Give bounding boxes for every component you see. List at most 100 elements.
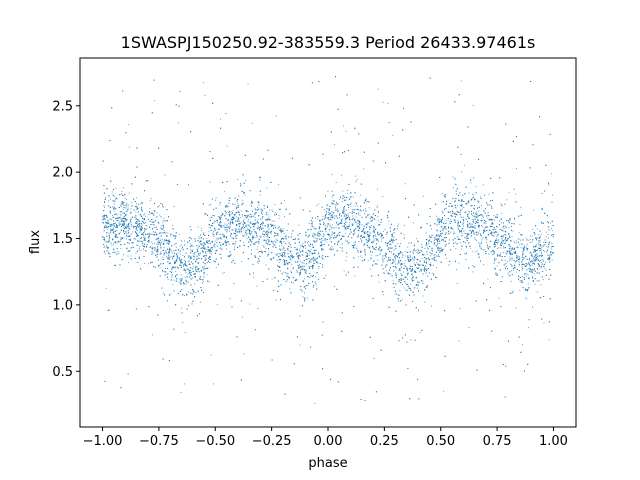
data-point <box>505 252 507 254</box>
data-point <box>128 204 130 206</box>
data-point <box>416 287 418 289</box>
data-point <box>303 266 305 268</box>
data-point <box>455 238 457 240</box>
data-point <box>319 226 321 228</box>
data-point <box>108 251 109 253</box>
data-point <box>370 250 371 252</box>
data-point <box>213 383 214 385</box>
data-point <box>165 268 166 269</box>
data-point <box>373 357 375 359</box>
data-point <box>196 257 198 259</box>
data-point <box>297 238 299 240</box>
data-point <box>208 281 210 283</box>
data-point <box>249 228 251 230</box>
data-point <box>430 253 432 255</box>
data-point <box>307 297 308 299</box>
data-point <box>152 243 154 245</box>
data-point <box>141 229 143 231</box>
data-point <box>347 193 349 195</box>
data-point <box>397 223 399 225</box>
data-point <box>299 248 301 250</box>
data-point <box>399 268 401 270</box>
data-point <box>267 234 269 236</box>
data-point <box>113 264 115 266</box>
data-point <box>355 202 357 204</box>
data-point <box>234 203 236 205</box>
data-point <box>208 224 210 226</box>
data-point <box>425 239 427 241</box>
data-point <box>520 239 522 241</box>
data-point <box>421 258 423 259</box>
data-point <box>527 283 529 285</box>
data-point <box>282 228 284 230</box>
data-point <box>324 224 326 226</box>
data-point <box>248 214 250 216</box>
data-point <box>118 253 120 254</box>
data-point <box>137 235 139 237</box>
data-point <box>267 225 269 227</box>
data-point <box>190 278 192 280</box>
data-point <box>475 216 477 218</box>
data-point <box>334 144 335 146</box>
data-point <box>359 223 361 225</box>
data-point <box>338 215 340 217</box>
data-point <box>367 259 369 261</box>
data-point <box>355 181 357 182</box>
data-point <box>435 215 437 217</box>
data-point <box>521 269 523 271</box>
data-point <box>534 234 536 236</box>
data-point <box>216 303 218 305</box>
data-point <box>310 258 312 260</box>
data-point <box>165 250 167 252</box>
data-point <box>463 206 465 208</box>
data-point <box>360 235 362 237</box>
data-point <box>410 283 412 285</box>
data-point <box>120 247 122 249</box>
data-point <box>243 218 245 220</box>
data-point <box>263 208 265 209</box>
data-point <box>323 249 325 251</box>
data-point <box>393 240 395 242</box>
data-point <box>532 275 533 277</box>
data-point <box>448 233 450 235</box>
data-point <box>247 211 249 213</box>
data-point <box>126 232 128 234</box>
data-point <box>456 283 458 285</box>
data-point <box>135 252 137 254</box>
data-point <box>331 215 333 217</box>
data-point <box>339 213 341 215</box>
data-point <box>194 283 196 285</box>
data-point <box>544 250 546 252</box>
data-point <box>550 248 552 250</box>
data-point <box>527 263 528 265</box>
data-point <box>207 246 209 248</box>
data-point <box>344 219 346 221</box>
data-point <box>470 225 472 227</box>
data-point <box>257 246 259 248</box>
data-point <box>167 232 169 234</box>
data-points <box>102 76 554 404</box>
data-point <box>530 235 531 237</box>
data-point <box>317 218 319 220</box>
data-point <box>203 273 205 275</box>
data-point <box>416 262 418 264</box>
data-point <box>316 240 318 241</box>
data-point <box>547 234 549 235</box>
data-point <box>482 184 484 186</box>
data-point <box>265 264 267 266</box>
data-point <box>339 222 340 224</box>
data-point <box>387 102 389 104</box>
data-point <box>185 272 187 274</box>
data-point <box>496 235 498 237</box>
data-point <box>347 243 349 245</box>
data-point <box>352 208 354 210</box>
data-point <box>500 252 502 254</box>
data-point <box>321 256 323 258</box>
data-point <box>159 267 161 269</box>
data-point <box>300 246 302 248</box>
data-point <box>197 251 199 253</box>
data-point <box>254 217 256 219</box>
data-point <box>481 218 483 220</box>
data-point <box>180 284 182 286</box>
data-point <box>266 233 268 235</box>
